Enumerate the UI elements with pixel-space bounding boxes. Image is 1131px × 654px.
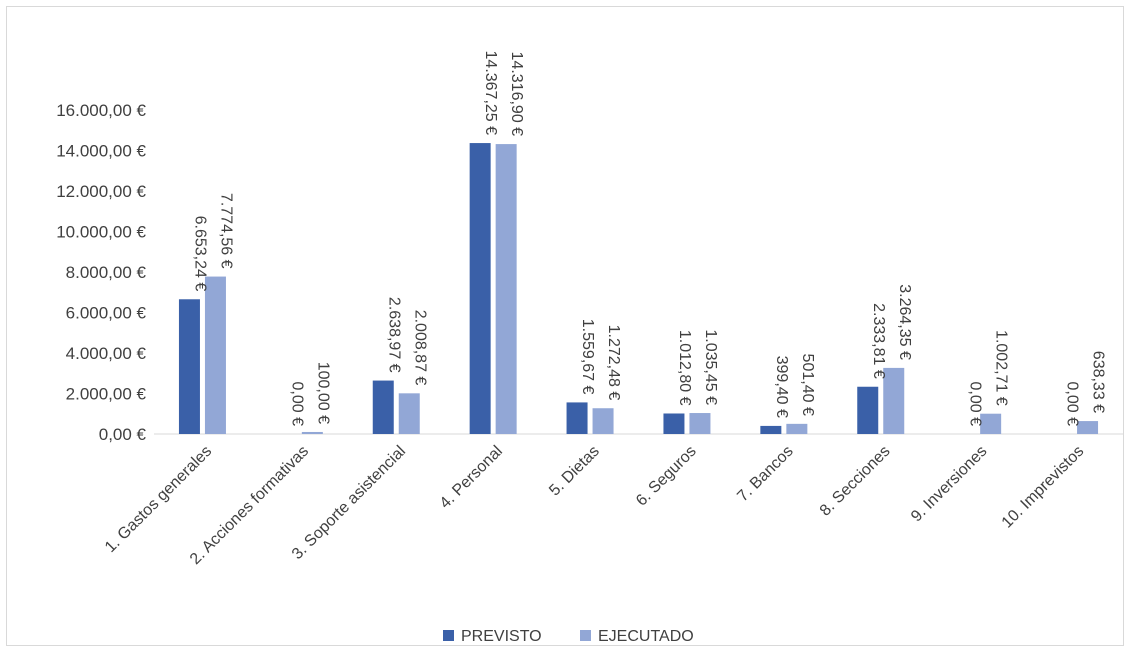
y-tick-label: 0,00 € (99, 425, 147, 444)
data-label: 0,00 € (288, 382, 305, 427)
data-label: 14.316,90 € (508, 52, 525, 137)
bar-previsto (566, 402, 588, 434)
data-label: 399,40 € (773, 356, 790, 418)
bar-ejecutado (786, 423, 808, 434)
y-tick-label: 12.000,00 € (56, 182, 146, 201)
bar-ejecutado (883, 367, 905, 434)
data-label: 1.002,71 € (993, 330, 1010, 406)
chart-frame (6, 6, 1124, 646)
data-label: 2.333,81 € (870, 303, 887, 379)
data-label: 100,00 € (314, 362, 331, 424)
data-labels: 6.653,24 € 7.774,56 € 0,00 € 100,00 € 2.638,… (191, 51, 1106, 427)
x-tick-label: 6. Seguros (633, 443, 700, 510)
data-label: 2.638,97 € (385, 297, 402, 373)
data-label: 6.653,24 € (191, 216, 208, 292)
bar-previsto (663, 413, 685, 434)
data-label: 501,40 € (799, 354, 816, 416)
x-tick-label: 1. Gastos generales (102, 443, 215, 556)
x-tick-label: 3. Soporte asistencial (289, 443, 409, 563)
bar-ejecutado (301, 431, 323, 434)
bar-previsto (760, 425, 782, 434)
data-label: 1.272,48 € (605, 325, 622, 401)
data-label: 0,00 € (1064, 382, 1081, 427)
y-tick-label: 2.000,00 € (66, 385, 147, 404)
y-tick-label: 16.000,00 € (56, 101, 146, 120)
bar-ejecutado (592, 408, 614, 434)
y-tick-label: 6.000,00 € (66, 304, 147, 323)
legend-label-ejecutado: EJECUTADO (598, 628, 694, 645)
bars (178, 143, 1099, 435)
data-label: 1.559,67 € (579, 319, 596, 395)
data-label: 2.008,87 € (411, 310, 428, 386)
y-tick-label: 14.000,00 € (56, 142, 146, 161)
legend-swatch-ejecutado (580, 630, 591, 641)
bar-ejecutado (398, 393, 420, 434)
data-label: 1.035,45 € (702, 329, 719, 405)
y-tick-label: 4.000,00 € (66, 344, 147, 363)
data-label: 0,00 € (967, 382, 984, 427)
data-label: 638,33 € (1090, 351, 1107, 413)
data-label: 14.367,25 € (482, 51, 499, 136)
x-tick-label: 10. Imprevistos (999, 443, 1088, 532)
x-tick-label: 8. Secciones (817, 443, 894, 520)
x-tick-label: 9. Inversiones (908, 443, 990, 525)
bar-ejecutado (204, 276, 226, 434)
data-label: 7.774,56 € (217, 193, 234, 269)
data-label: 1.012,80 € (676, 330, 693, 406)
legend: PREVISTO EJECUTADO (443, 628, 694, 645)
bar-previsto (857, 386, 879, 434)
y-tick-label: 8.000,00 € (66, 263, 147, 282)
bar-ejecutado (689, 413, 711, 434)
y-tick-label: 10.000,00 € (56, 223, 146, 242)
y-axis-ticks: 0,00 € 2.000,00 € 4.000,00 € 6.000,00 € 8.00… (56, 101, 146, 444)
bar-previsto (372, 380, 394, 434)
x-tick-label: 7. Bancos (734, 443, 796, 505)
legend-swatch-previsto (443, 630, 454, 641)
data-label: 3.264,35 € (896, 284, 913, 360)
bar-ejecutado (495, 144, 517, 435)
x-tick-label: 4. Personal (437, 443, 506, 512)
legend-label-previsto: PREVISTO (461, 628, 542, 645)
bar-previsto (178, 299, 200, 434)
bar-previsto (469, 143, 491, 435)
x-tick-label: 5. Dietas (546, 443, 603, 500)
bar-ejecutado (980, 413, 1002, 434)
bar-ejecutado (1077, 421, 1099, 434)
